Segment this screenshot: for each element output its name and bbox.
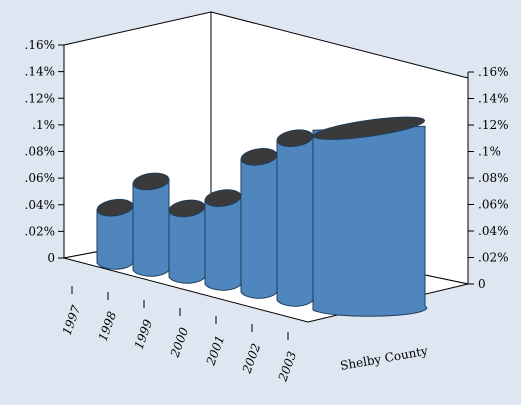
series-label: Shelby County: [339, 344, 429, 373]
bars: [96, 116, 428, 317]
category-label-2001: 2001: [203, 334, 227, 368]
right-tick-label: .04%: [478, 224, 509, 238]
left-tick-label: .06%: [25, 171, 56, 185]
right-tick-label: .16%: [478, 65, 509, 79]
category-label-2000: 2000: [167, 325, 191, 360]
bar-2001: [240, 148, 279, 299]
category-label-1998: 1998: [96, 309, 120, 343]
right-tick-label: .06%: [478, 198, 509, 212]
bar-2000: [204, 189, 243, 291]
right-tick-label: 0: [478, 277, 486, 291]
bar-body: [276, 135, 315, 307]
right-axis: 0 .02% .04% .06% .08% .1% .12% .14% .16%: [467, 65, 509, 291]
left-tick-label: .08%: [25, 145, 56, 159]
left-tick-label: .1%: [32, 118, 55, 132]
right-tick-label: .08%: [478, 171, 509, 185]
category-label-2002: 2002: [239, 342, 263, 376]
left-axis: 0 .02% .04% .06% .08% .1% .12% .14% .16%: [25, 38, 65, 265]
category-label-1997: 1997: [60, 303, 84, 337]
left-tick-label: .02%: [25, 224, 56, 238]
left-tick-label: .04%: [25, 198, 56, 212]
bar-body: [132, 178, 171, 277]
bar-body: [168, 205, 207, 284]
left-tick-label: 0: [47, 251, 55, 265]
category-label-2003: 2003: [275, 349, 299, 384]
right-tick-label: .1%: [478, 145, 501, 159]
bar-1997: [96, 198, 135, 270]
bar-body: [204, 195, 243, 291]
bar-1999: [168, 199, 207, 284]
bar-2003: [312, 116, 428, 317]
left-tick-label: .14%: [25, 65, 56, 79]
left-tick-label: .12%: [25, 91, 56, 105]
bar-top: [313, 116, 425, 140]
right-tick-label: .14%: [478, 92, 509, 106]
left-tick-label: .16%: [25, 38, 56, 52]
bar-body: [240, 154, 279, 299]
bar-body: [312, 125, 428, 317]
bar-2002: [276, 129, 315, 307]
right-tick-label: .12%: [478, 118, 509, 132]
bar-1998: [132, 172, 171, 277]
category-label-1999: 1999: [132, 317, 156, 351]
bar-top: [132, 172, 170, 191]
right-tick-label: .02%: [478, 251, 509, 265]
